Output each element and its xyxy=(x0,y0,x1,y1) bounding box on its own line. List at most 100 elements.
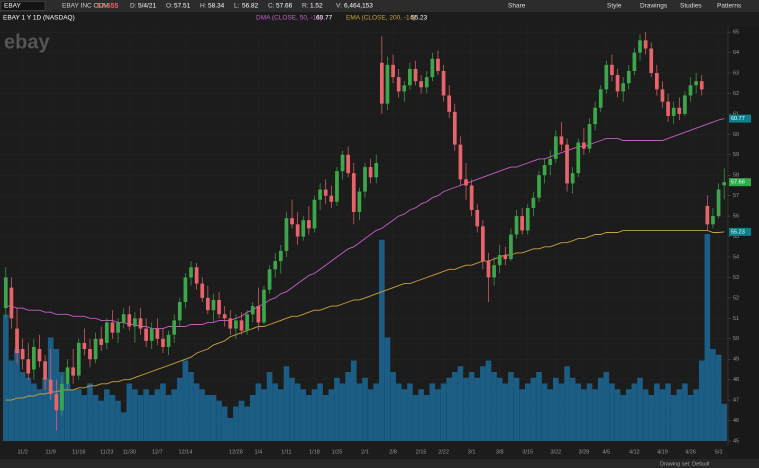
field-value: 56.82 xyxy=(242,3,259,10)
volume-bar xyxy=(306,395,312,441)
volume-bar xyxy=(496,377,503,441)
tool-button[interactable]: Drawings xyxy=(640,3,668,10)
candle-body xyxy=(228,318,233,329)
volume-bar xyxy=(485,360,492,441)
volume-bar xyxy=(704,234,711,441)
candle-body xyxy=(307,220,311,229)
volume-bar xyxy=(3,314,9,441)
volume-bar xyxy=(451,372,458,441)
volume-bar xyxy=(558,383,565,441)
volume-bar xyxy=(682,383,688,441)
candle-body xyxy=(346,154,351,174)
x-tick-label: 4/12 xyxy=(629,449,640,455)
volume-bar xyxy=(586,383,593,441)
volume-bar xyxy=(614,389,621,441)
volume-bar xyxy=(384,337,391,441)
candle-body xyxy=(138,318,143,329)
volume-bar xyxy=(165,395,172,441)
volume-bar xyxy=(508,372,514,441)
volume-bar xyxy=(87,383,93,441)
volume-bar xyxy=(227,418,234,441)
candle-body xyxy=(604,64,609,90)
field-label: R: xyxy=(302,3,309,10)
candle-body xyxy=(430,58,435,78)
volume-bar xyxy=(92,395,99,441)
candle-body xyxy=(234,320,238,329)
candle-body xyxy=(436,58,440,71)
candle-body xyxy=(312,199,317,229)
volume-bar xyxy=(126,383,133,441)
x-tick-label: 1/25 xyxy=(332,449,343,455)
volume-bar xyxy=(199,389,206,441)
candle-body xyxy=(32,346,36,370)
candle-body xyxy=(576,142,581,174)
x-tick-label: 11/16 xyxy=(72,449,85,455)
candle-body xyxy=(357,191,362,213)
y-tick-label: 61 xyxy=(733,111,739,117)
volume-bar xyxy=(569,377,576,441)
candle-body xyxy=(133,318,137,327)
candle-body xyxy=(194,267,199,284)
volume-bar xyxy=(446,377,452,441)
candle-body xyxy=(593,107,597,125)
field-value: 6,464,153 xyxy=(344,3,373,10)
candle-body xyxy=(177,301,182,321)
candle-body xyxy=(335,171,339,202)
tool-button[interactable]: Share xyxy=(508,3,526,10)
candle-body xyxy=(93,338,98,360)
candle-body xyxy=(250,306,255,315)
price-axis xyxy=(728,26,759,458)
candle-body xyxy=(273,261,278,270)
y-tick-label: 50 xyxy=(733,336,739,342)
tool-button[interactable]: Studies xyxy=(680,3,702,10)
volume-bar xyxy=(311,389,318,441)
candle-body xyxy=(65,367,70,384)
drawing-set[interactable]: Drawing set: Default xyxy=(660,461,710,467)
candle-body xyxy=(76,342,81,376)
volume-bar xyxy=(457,366,464,441)
field-value: 58.34 xyxy=(208,3,225,10)
volume-bar xyxy=(154,389,161,441)
candle-body xyxy=(200,283,205,298)
candle-body xyxy=(189,267,193,278)
candle-body xyxy=(172,320,177,335)
candle-body xyxy=(626,70,631,84)
candle-body xyxy=(121,314,126,323)
tool-button[interactable]: Style xyxy=(607,3,622,10)
volume-bar xyxy=(648,395,655,441)
volume-bar xyxy=(120,412,127,441)
volume-bar xyxy=(350,360,357,441)
price-tag xyxy=(729,114,751,123)
tool-button[interactable]: Patterns xyxy=(717,3,742,10)
candle-body xyxy=(396,77,401,92)
volume-bar xyxy=(642,389,649,441)
volume-bar xyxy=(698,360,705,441)
volume-bar xyxy=(524,383,531,441)
candle-body xyxy=(688,85,693,96)
symbol-box[interactable] xyxy=(0,1,46,11)
volume-bar xyxy=(31,383,37,441)
volume-bar xyxy=(547,389,554,441)
price-tag-label: 60.77 xyxy=(731,116,745,122)
volume-bar xyxy=(721,403,727,441)
candle-body xyxy=(671,107,676,116)
candle-body xyxy=(419,81,423,88)
volume-bar xyxy=(687,395,694,441)
x-tick-label: 4/19 xyxy=(657,449,668,455)
volume-bar xyxy=(631,383,638,441)
candle-body xyxy=(570,173,575,184)
candle-body xyxy=(48,379,53,394)
volume-bar xyxy=(637,377,643,441)
volume-bar xyxy=(654,383,660,441)
volume-bar xyxy=(379,239,385,441)
volume-bar xyxy=(328,389,335,441)
candle-body xyxy=(155,328,160,339)
y-tick-label: 63 xyxy=(733,70,739,76)
study-name: EMA (CLOSE, 200, -14) xyxy=(346,15,415,22)
symbol[interactable]: EBAY xyxy=(4,3,22,10)
candle-body xyxy=(469,185,474,210)
chart-label: EBAY 1 Y 1D (NASDAQ) xyxy=(3,15,75,22)
study-name: DMA (CLOSE, 50, -14) xyxy=(256,15,322,22)
x-tick-label: 11/30 xyxy=(123,449,136,455)
